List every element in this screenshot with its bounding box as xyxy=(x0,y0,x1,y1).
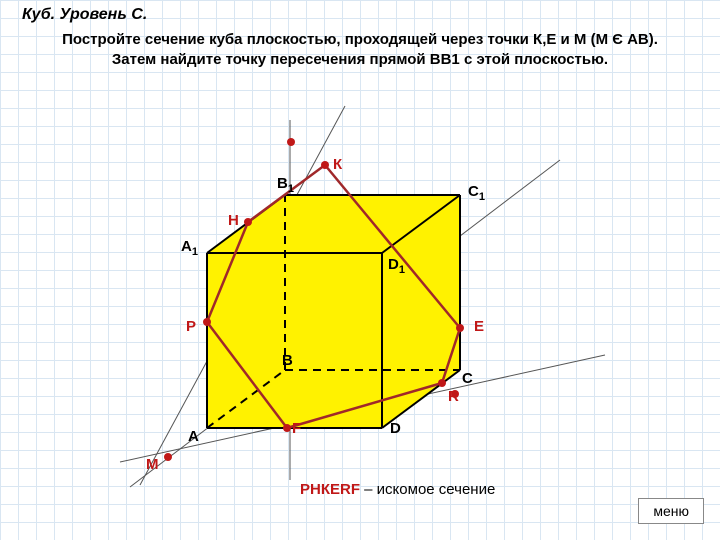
answer-text: PHКERF – искомое сечение xyxy=(300,481,495,498)
point-label-Р: Р xyxy=(186,318,196,335)
page-title: Куб. Уровень С. xyxy=(22,6,147,24)
point-label-D1: D1 xyxy=(388,256,405,276)
point-label-R: R xyxy=(448,388,459,405)
point-label-С: С xyxy=(462,370,473,387)
point-label-С1: С1 xyxy=(468,183,485,203)
point-label-Е: Е xyxy=(474,318,484,335)
point-label-В1: В1 xyxy=(277,175,294,195)
problem-statement: Постройте сечение куба плоскостью, прохо… xyxy=(40,30,680,71)
point-label-М: М xyxy=(146,456,159,473)
point-label-В: В xyxy=(282,352,293,369)
point-label-К: К xyxy=(333,156,342,173)
answer-suffix: – искомое сечение xyxy=(360,481,495,498)
answer-label: PHКERF xyxy=(300,481,360,498)
point-label-F: F xyxy=(292,420,301,437)
cube-diagram xyxy=(0,0,720,540)
menu-button[interactable]: меню xyxy=(638,498,704,524)
point-label-D: D xyxy=(390,420,401,437)
point-label-А1: А1 xyxy=(181,238,198,258)
point-label-А: А xyxy=(188,428,199,445)
point-label-Н: Н xyxy=(228,212,239,229)
